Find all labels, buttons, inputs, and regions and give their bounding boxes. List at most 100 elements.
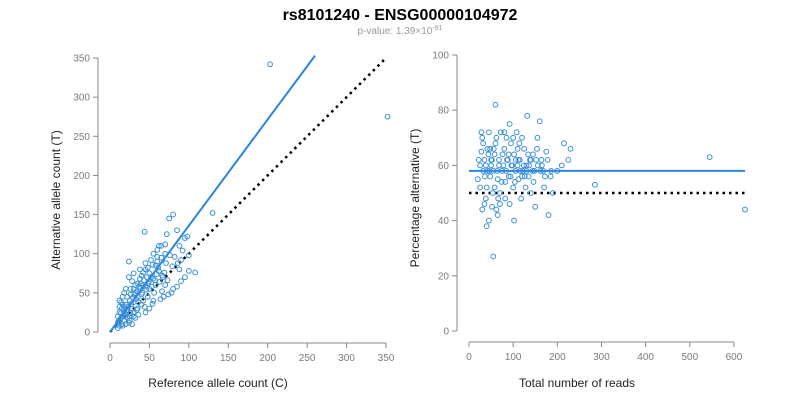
right-data-point xyxy=(481,156,488,163)
right-data-point xyxy=(474,176,481,183)
right-data-point xyxy=(480,140,487,147)
left-data-point xyxy=(126,258,132,265)
left-data-point xyxy=(162,282,169,288)
right-data-point xyxy=(485,151,492,158)
left-data-point xyxy=(142,309,149,316)
right-data-point xyxy=(512,156,519,163)
right-y-tick-label: 20 xyxy=(438,271,450,282)
left-data-point xyxy=(122,286,129,292)
left-data-point xyxy=(138,272,145,279)
right-data-point xyxy=(527,156,534,163)
left-data-point xyxy=(142,260,149,267)
left-data-point xyxy=(174,227,180,234)
right-data-point xyxy=(495,195,502,202)
right-data-point xyxy=(542,173,548,180)
left-y-tick-label: 200 xyxy=(73,171,90,182)
right-data-point xyxy=(511,151,517,158)
right-data-point xyxy=(490,253,497,260)
left-x-tick-label: 250 xyxy=(299,353,316,364)
right-x-tick-label: 100 xyxy=(505,352,522,363)
right-data-point xyxy=(479,206,486,213)
left-y-tick-label: 50 xyxy=(79,288,91,299)
right-data-point xyxy=(521,145,528,152)
right-data-point xyxy=(512,179,518,185)
right-data-point xyxy=(523,162,530,169)
right-data-point xyxy=(514,145,521,152)
right-data-point xyxy=(543,148,550,155)
right-y-tick-label: 100 xyxy=(432,51,449,62)
left-x-tick-label: 0 xyxy=(107,353,113,364)
right-data-point xyxy=(511,217,517,224)
right-x-tick-label: 500 xyxy=(681,352,698,363)
right-data-point xyxy=(492,140,499,147)
left-data-point xyxy=(122,321,129,328)
right-data-point xyxy=(503,134,510,141)
left-y-axis-label: Alternative allele count (T) xyxy=(49,130,63,269)
right-data-point xyxy=(504,156,510,163)
left-data-point xyxy=(163,231,170,238)
right-data-point xyxy=(516,140,523,147)
p-value-text: p-value: 1.39 xyxy=(358,26,416,37)
left-data-point xyxy=(150,250,157,257)
right-data-point xyxy=(532,203,539,210)
left-data-point xyxy=(267,61,273,68)
right-x-tick-label: 0 xyxy=(466,352,472,363)
right-data-point xyxy=(510,184,517,191)
right-data-point xyxy=(519,134,525,141)
left-x-tick-label: 350 xyxy=(378,353,395,364)
left-data-point xyxy=(119,293,126,300)
p-value-times: × xyxy=(415,26,421,37)
left-x-axis-label: Reference allele count (C) xyxy=(148,376,287,390)
right-data-point xyxy=(497,201,503,207)
right-data-point xyxy=(483,223,490,230)
right-data-point xyxy=(496,162,502,169)
left-data-point xyxy=(179,247,186,254)
left-data-point xyxy=(159,288,165,295)
right-data-point xyxy=(514,162,521,169)
right-data-point xyxy=(481,201,488,207)
p-value-exponent: -91 xyxy=(432,25,442,32)
right-data-point xyxy=(497,190,503,196)
left-data-point xyxy=(129,278,135,285)
right-data-point xyxy=(502,195,509,202)
right-x-tick-label: 400 xyxy=(637,352,654,363)
left-data-point xyxy=(151,289,158,296)
right-y-tick-label: 0 xyxy=(443,327,449,338)
right-data-point xyxy=(481,173,488,180)
left-data-point xyxy=(169,263,176,270)
right-data-point xyxy=(490,145,497,152)
right-data-point xyxy=(483,184,490,191)
right-data-point xyxy=(505,151,512,158)
right-data-point xyxy=(518,195,525,202)
left-data-point xyxy=(185,252,192,259)
left-fit-line xyxy=(109,55,316,333)
left-data-point xyxy=(126,274,132,281)
left-data-point xyxy=(159,274,166,281)
right-data-point xyxy=(482,162,489,169)
right-data-point xyxy=(541,184,547,191)
left-x-tick-label: 50 xyxy=(144,353,156,364)
left-data-point xyxy=(141,304,148,310)
right-data-point xyxy=(530,179,537,185)
right-y-tick-label: 60 xyxy=(438,161,450,172)
left-data-point xyxy=(155,242,162,249)
right-data-point xyxy=(526,162,532,169)
right-data-point xyxy=(505,173,512,180)
right-data-point xyxy=(510,134,517,141)
right-data-point xyxy=(478,129,485,136)
right-data-point xyxy=(487,173,494,180)
left-data-point xyxy=(146,305,153,312)
right-data-point xyxy=(502,179,509,185)
right-data-point xyxy=(521,173,528,180)
left-data-point xyxy=(164,277,171,284)
right-data-point xyxy=(494,176,501,183)
right-data-point xyxy=(478,148,485,155)
right-data-point xyxy=(525,151,532,158)
right-y-tick-label: 80 xyxy=(438,106,450,117)
left-data-point xyxy=(140,269,147,276)
right-data-point xyxy=(513,129,520,136)
left-data-point xyxy=(192,269,199,276)
left-data-point xyxy=(137,275,143,282)
left-y-tick-label: 300 xyxy=(73,93,90,104)
left-data-point xyxy=(162,241,169,248)
